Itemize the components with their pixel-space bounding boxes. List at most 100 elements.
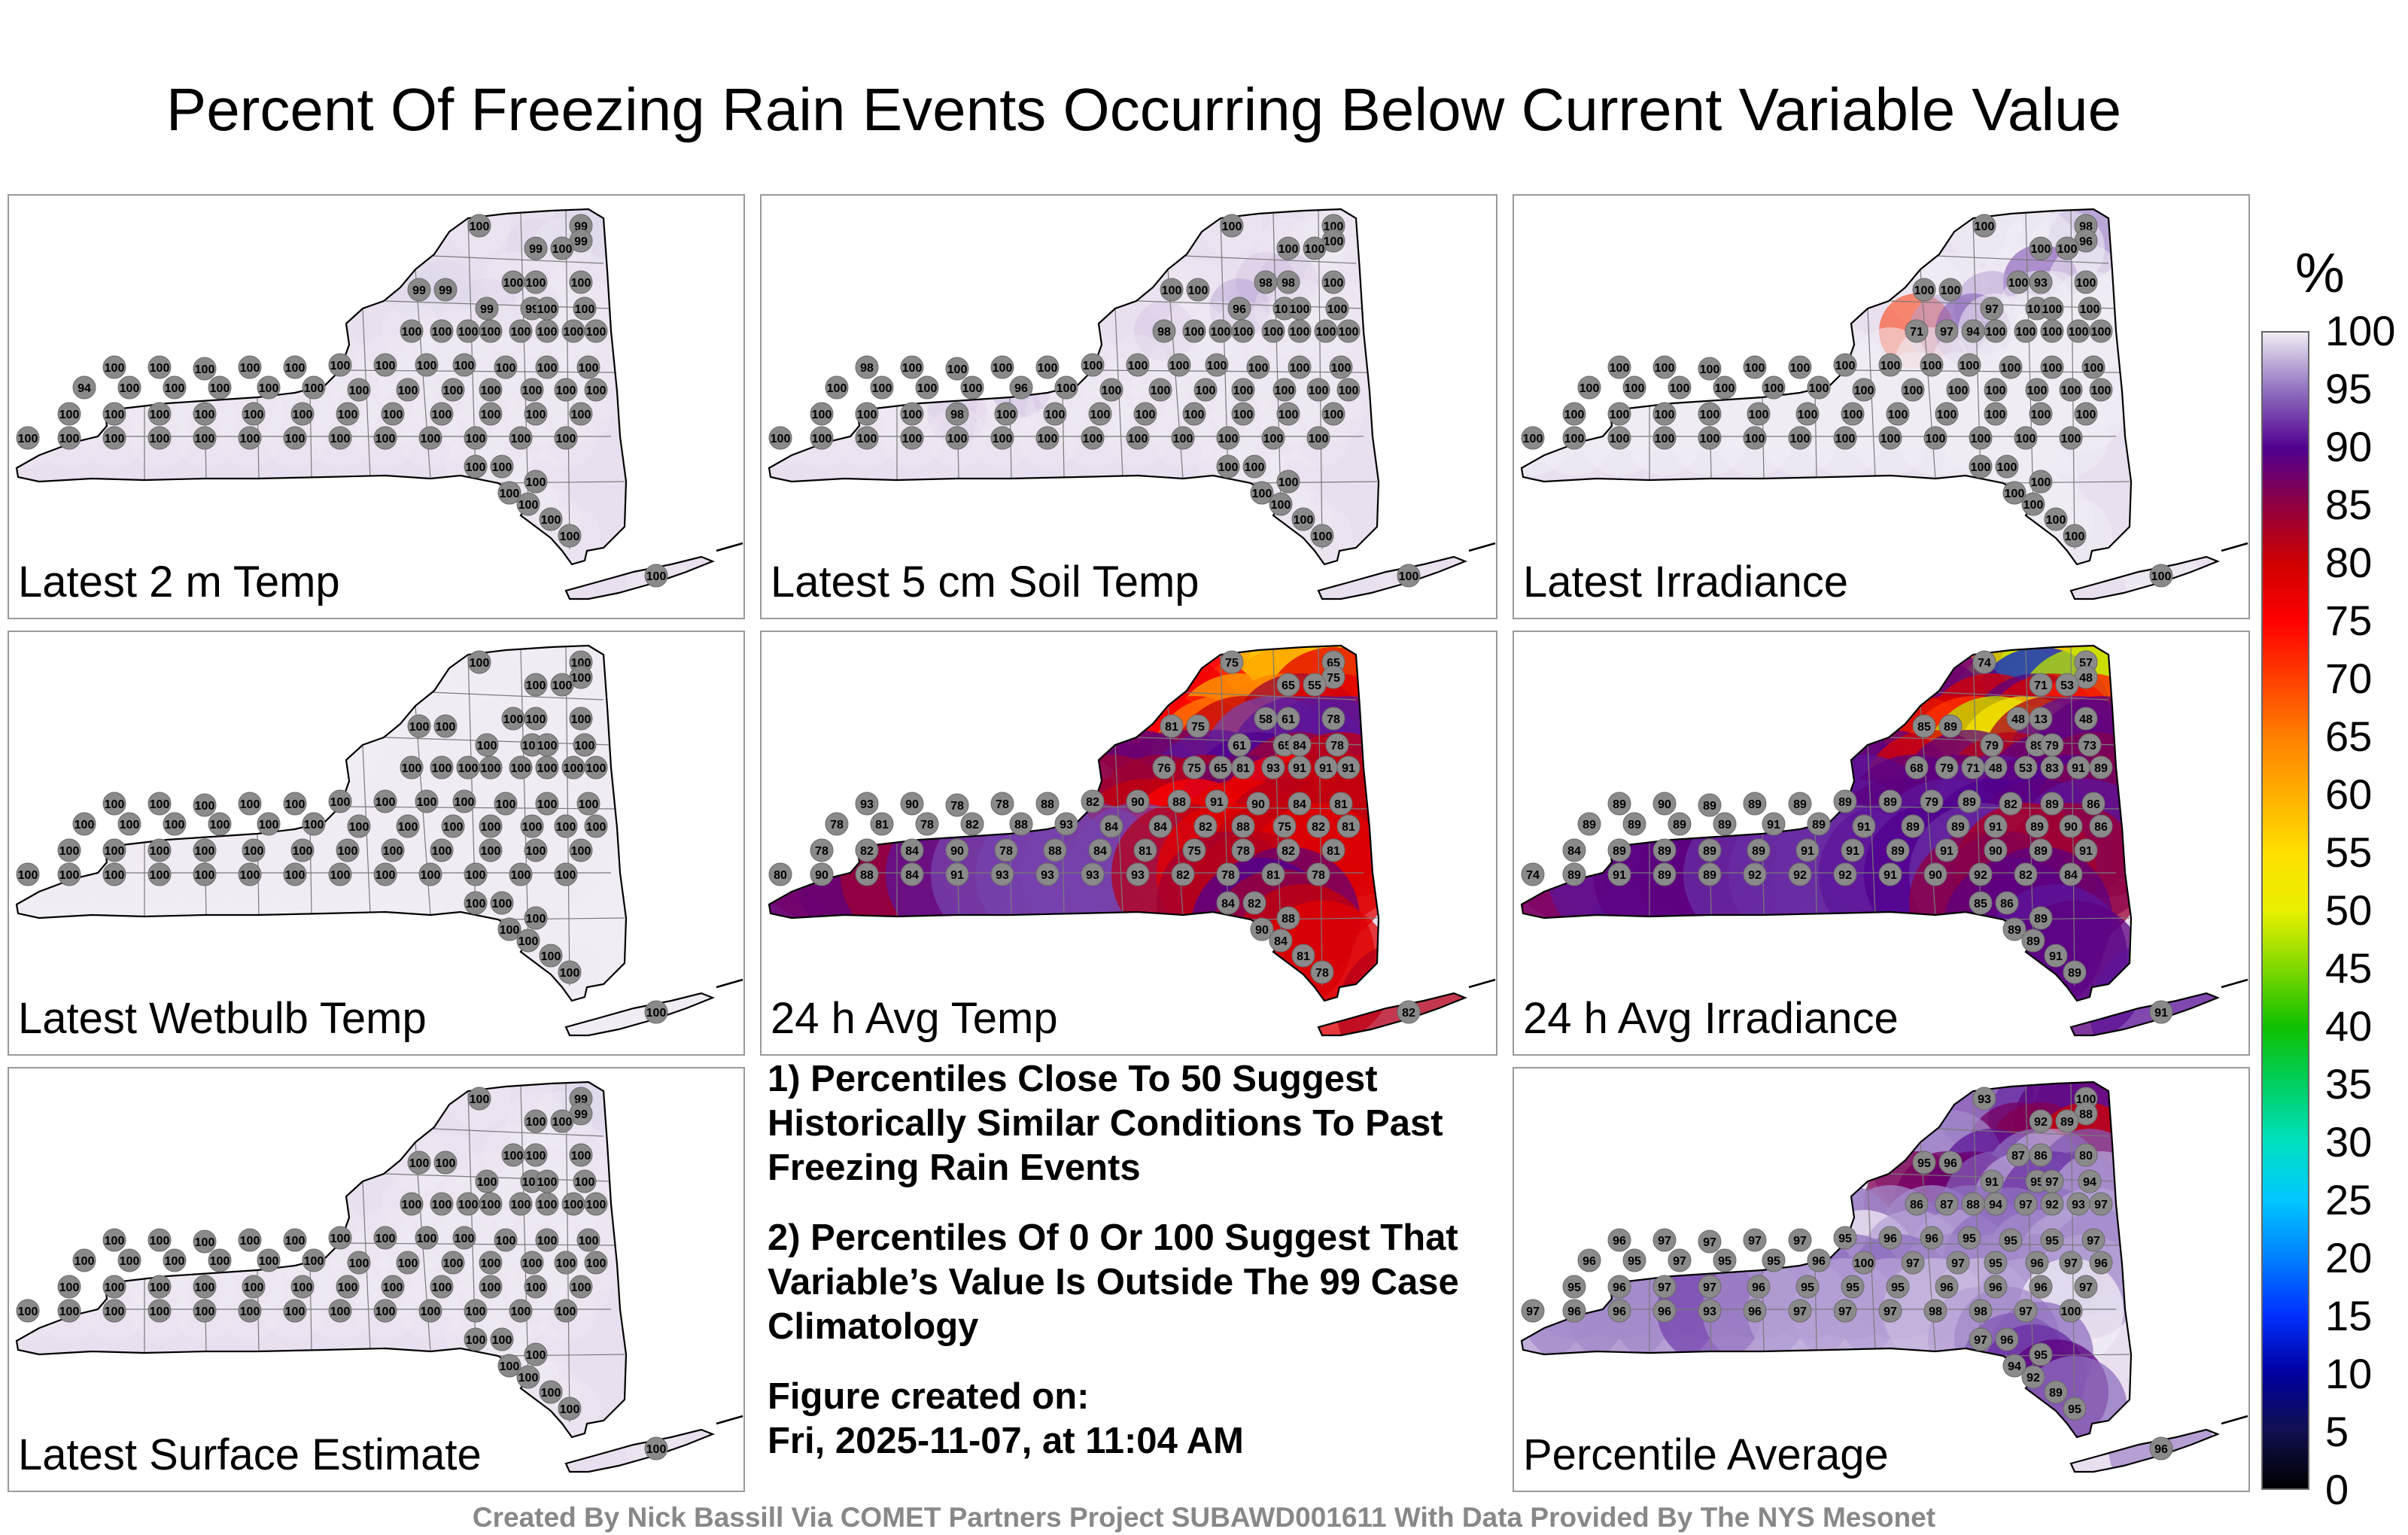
station-marker: 91 bbox=[1878, 862, 1902, 886]
station-dot bbox=[524, 673, 548, 697]
station-value: 96 bbox=[1748, 1306, 1762, 1318]
station-value: 100 bbox=[571, 672, 591, 685]
station-marker: 100 bbox=[193, 357, 217, 381]
station-value: 100 bbox=[503, 713, 524, 726]
station-value: 93 bbox=[1041, 869, 1054, 882]
station-marker: 100 bbox=[400, 755, 424, 780]
station-dot bbox=[1698, 1230, 1722, 1254]
station-marker: 100 bbox=[516, 929, 540, 953]
note-1: 1) Percentiles Close To 50 Suggest Histo… bbox=[768, 1059, 1443, 1188]
station-value: 100 bbox=[59, 1306, 80, 1318]
station-value: 100 bbox=[511, 326, 531, 339]
county-line bbox=[520, 1086, 529, 1378]
station-dot bbox=[1788, 1299, 1812, 1323]
station-value: 100 bbox=[902, 409, 923, 421]
station-marker: 92 bbox=[2021, 1365, 2045, 1389]
station-value: 100 bbox=[421, 869, 441, 882]
station-value: 100 bbox=[1610, 362, 1630, 375]
station-value: 100 bbox=[1218, 433, 1239, 445]
station-value: 100 bbox=[402, 1199, 422, 1211]
station-value: 65 bbox=[1282, 679, 1295, 692]
station-value: 100 bbox=[105, 362, 125, 375]
station-marker: 100 bbox=[1314, 319, 1338, 343]
station-marker: 93 bbox=[2029, 270, 2053, 294]
county-line bbox=[430, 255, 604, 264]
station-value: 100 bbox=[349, 385, 369, 397]
station-dot bbox=[1607, 1275, 1631, 1299]
station-dot bbox=[373, 1299, 397, 1323]
station-dot bbox=[945, 426, 969, 450]
station-marker: 100 bbox=[535, 355, 559, 379]
station-marker: 100 bbox=[1984, 402, 2008, 426]
station-value: 93 bbox=[1131, 869, 1145, 882]
station-marker: 89 bbox=[2029, 906, 2053, 930]
station-marker: 97 bbox=[1935, 319, 1959, 343]
station-dot bbox=[57, 838, 81, 862]
station-marker: 91 bbox=[1314, 755, 1338, 780]
station-value: 100 bbox=[195, 869, 215, 882]
station-value: 90 bbox=[1255, 924, 1269, 937]
station-marker: 100 bbox=[2059, 378, 2083, 402]
station-marker: 90 bbox=[2059, 814, 2083, 838]
station-marker: 100 bbox=[257, 812, 281, 836]
station-marker: 100 bbox=[558, 524, 582, 548]
station-dot bbox=[1562, 402, 1586, 426]
station-marker: 100 bbox=[238, 1299, 262, 1323]
station-marker: 97 bbox=[1969, 1327, 1993, 1351]
station-value: 53 bbox=[2019, 762, 2033, 775]
station-dot bbox=[147, 426, 172, 450]
station-dot bbox=[1321, 707, 1345, 731]
station-dot bbox=[1261, 319, 1285, 343]
station-marker: 91 bbox=[1336, 755, 1361, 780]
station-marker: 89 bbox=[2002, 917, 2026, 941]
station-marker: 100 bbox=[373, 1226, 397, 1250]
station-dot bbox=[381, 838, 405, 862]
station-value: 100 bbox=[2076, 409, 2096, 421]
station-value: 91 bbox=[1989, 821, 2002, 834]
station-dot bbox=[1852, 814, 1876, 838]
station-value: 100 bbox=[560, 530, 580, 543]
station-value: 100 bbox=[2031, 243, 2051, 256]
station-value: 96 bbox=[1944, 1157, 1957, 1170]
station-dot bbox=[810, 426, 834, 450]
station-value: 80 bbox=[774, 869, 787, 882]
station-value: 100 bbox=[586, 1199, 607, 1211]
station-dot bbox=[57, 1275, 81, 1299]
station-value: 100 bbox=[59, 1281, 80, 1294]
shading-field bbox=[769, 209, 1439, 599]
station-dot bbox=[1269, 492, 1293, 516]
station-dot bbox=[1713, 812, 1737, 836]
station-value: 84 bbox=[905, 845, 919, 858]
station-dot bbox=[1152, 319, 1176, 343]
station-marker: 78 bbox=[810, 838, 834, 862]
station-marker: 58 bbox=[1254, 707, 1278, 731]
station-marker: 81 bbox=[1321, 838, 1345, 862]
station-value: 75 bbox=[1187, 845, 1201, 858]
station-dot bbox=[994, 402, 1018, 426]
station-dot bbox=[1205, 789, 1229, 813]
station-dot bbox=[2081, 355, 2105, 379]
station-dot bbox=[441, 378, 465, 402]
station-value: 89 bbox=[1658, 845, 1671, 858]
station-value: 100 bbox=[398, 821, 418, 834]
station-dot bbox=[1276, 673, 1300, 697]
station-marker: 100 bbox=[1288, 355, 1312, 379]
station-value: 48 bbox=[2079, 713, 2093, 726]
county-line bbox=[520, 213, 529, 505]
station-marker: 93 bbox=[990, 862, 1014, 886]
station-marker: 89 bbox=[1938, 714, 1963, 738]
station-value: 100 bbox=[195, 845, 215, 858]
station-dot bbox=[558, 960, 582, 984]
station-dot bbox=[1521, 862, 1545, 886]
panel-latest-2m-temp: 100 99 99 99 100 100 100 100 99 99 99 99 100 100 100 10… bbox=[8, 194, 745, 619]
station-value: 100 bbox=[575, 303, 595, 316]
station-dot bbox=[2014, 755, 2038, 780]
station-dot bbox=[524, 1143, 548, 1167]
station-marker: 100 bbox=[644, 1436, 668, 1461]
station-dot bbox=[1336, 319, 1361, 343]
station-dot bbox=[238, 1228, 262, 1252]
station-marker: 55 bbox=[1303, 673, 1327, 697]
station-marker: 100 bbox=[2059, 426, 2083, 450]
station-marker: 78 bbox=[1325, 733, 1349, 757]
